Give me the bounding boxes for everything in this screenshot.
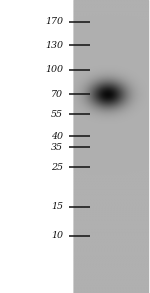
Text: 100: 100	[45, 65, 63, 74]
Bar	[74, 0, 148, 293]
Text: 40: 40	[51, 132, 63, 141]
Text: 170: 170	[45, 18, 63, 26]
Text: 70: 70	[51, 90, 63, 99]
Text: 55: 55	[51, 110, 63, 119]
Text: 10: 10	[51, 231, 63, 240]
Text: 35: 35	[51, 143, 63, 151]
Text: 25: 25	[51, 163, 63, 171]
Text: 130: 130	[45, 41, 63, 50]
Text: 15: 15	[51, 202, 63, 211]
